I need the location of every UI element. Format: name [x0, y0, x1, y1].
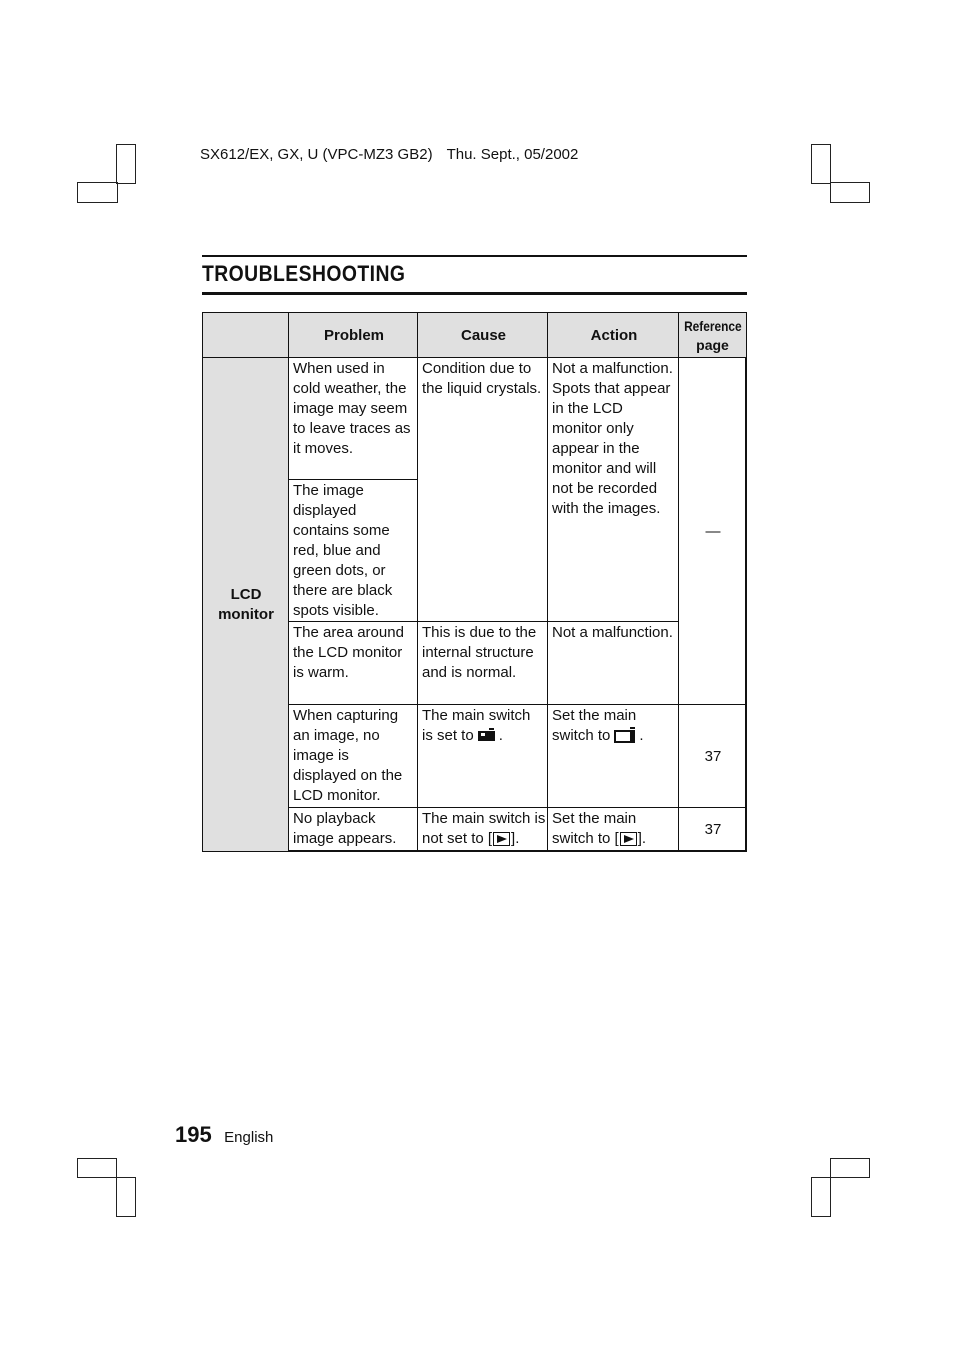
crop-mark — [116, 1177, 136, 1217]
ref-header-line2: page — [696, 336, 729, 353]
cause-cell: The main switch is not set to []. — [417, 807, 548, 851]
header-blank — [203, 313, 289, 358]
reference-cell: — — [678, 357, 746, 705]
title-rule-bottom — [202, 292, 747, 295]
action-text-end: . — [639, 727, 644, 744]
page-title: TROUBLESHOOTING — [202, 261, 406, 286]
print-header: SX612/EX, GX, U (VPC-MZ3 GB2) Thu. Sept.,… — [200, 146, 592, 163]
crop-mark — [116, 144, 136, 184]
cause-text: The main switch is not set to [ — [422, 810, 546, 847]
problem-cell: No playback image appears. — [288, 807, 418, 851]
cause-cell: The main switch is set to. — [417, 704, 548, 808]
crop-mark — [811, 144, 831, 184]
page-number: 195 — [175, 1122, 212, 1147]
category-lcd-monitor: LCD monitor — [203, 357, 289, 851]
troubleshooting-table: Problem Cause Action Reference page LCD m… — [202, 312, 747, 852]
cause-text-end: ]. — [511, 830, 520, 847]
action-text-end: ]. — [637, 830, 647, 847]
header-cause: Cause — [417, 313, 548, 358]
action-cell: Set the main switch to. — [547, 704, 679, 808]
crop-mark — [830, 182, 870, 203]
action-text: Set the main switch to — [552, 707, 637, 744]
reference-cell: 37 — [678, 704, 746, 808]
model-text: SX612/EX, GX, U (VPC-MZ3 GB2) — [200, 146, 433, 163]
title-rule-top — [202, 255, 747, 257]
category-label: LCD monitor — [218, 585, 274, 623]
cause-cell: This is due to the internal structure an… — [417, 621, 548, 705]
cause-cell: Condition due to the liquid crystals. — [417, 357, 548, 622]
language-label: English — [224, 1129, 274, 1146]
crop-mark — [77, 1158, 117, 1178]
camera-outline-icon — [614, 726, 636, 743]
problem-cell: The area around the LCD monitor is warm. — [288, 621, 418, 705]
problem-cell: The image displayed contains some red, b… — [288, 479, 418, 622]
problem-cell: When used in cold weather, the image may… — [288, 357, 418, 480]
action-cell: Not a malfunction. — [547, 621, 679, 705]
problem-cell: When capturing an image, no image is dis… — [288, 704, 418, 808]
crop-mark — [811, 1177, 831, 1217]
header-reference-page: Reference page — [678, 313, 746, 358]
play-icon — [493, 832, 511, 847]
crop-mark — [77, 182, 118, 203]
action-cell: Set the main switch to []. — [547, 807, 679, 851]
action-cell: Not a malfunction. Spots that appear in … — [547, 357, 679, 622]
cause-text: The main switch is set to — [422, 707, 531, 744]
ref-header-line1: Reference — [683, 317, 742, 334]
action-text: Set the main switch to [ — [552, 810, 637, 847]
cause-text-end: . — [498, 727, 503, 744]
crop-mark — [830, 1158, 870, 1178]
header-action: Action — [547, 313, 679, 358]
reference-cell: 37 — [678, 807, 746, 851]
date-text: Thu. Sept., 05/2002 — [446, 146, 579, 163]
page-footer: 195 English — [175, 1122, 273, 1148]
camera-filled-icon — [477, 728, 495, 742]
header-problem: Problem — [288, 313, 418, 358]
play-icon — [619, 832, 637, 847]
